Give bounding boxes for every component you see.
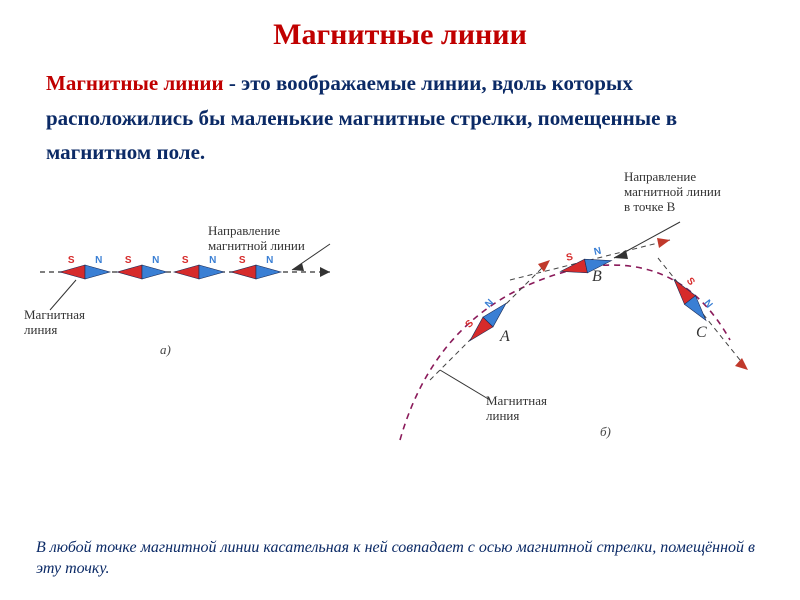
definition-lead: Магнитные линии (46, 71, 224, 95)
needle-a-2: SN (174, 255, 224, 279)
figures-area: SNSNSNSN Направлениемагнитной линии Магн… (0, 170, 800, 460)
svg-text:N: N (483, 297, 496, 310)
page-title: Магнитные линии (0, 0, 800, 52)
svg-text:N: N (266, 255, 273, 266)
needle-a-1: SN (117, 255, 167, 279)
tangent-c-arrowhead (735, 358, 748, 370)
tangent-b-arrowhead (657, 238, 670, 248)
svg-text:S: S (125, 255, 132, 266)
point-b-label: B (592, 268, 602, 286)
svg-text:S: S (239, 255, 246, 266)
label-line-a: Магнитнаялиния (24, 308, 85, 338)
subcaption-b: б) (600, 424, 611, 440)
svg-text:N: N (209, 255, 216, 266)
label-direction-b: Направлениемагнитной линиив точке B (624, 170, 721, 215)
figure-b: SN SN SN Направлениемагнитной линиив точ… (370, 170, 780, 460)
needle-a-3: SN (231, 255, 281, 279)
svg-text:S: S (68, 255, 75, 266)
leader-left (50, 280, 76, 310)
svg-text:S: S (182, 255, 189, 266)
svg-text:S: S (565, 252, 574, 264)
needle-a-0: SN (60, 255, 110, 279)
svg-text:S: S (464, 318, 477, 331)
label-line-b: Магнитнаялиния (486, 394, 547, 424)
leader-right-arrowhead (292, 263, 304, 271)
point-a-label: A (500, 328, 510, 346)
leader-top-b-arrowhead (614, 250, 628, 259)
line-arrowhead-a (320, 267, 330, 277)
svg-text:N: N (593, 246, 602, 258)
figure-a: SNSNSNSN Направлениемагнитной линии Магн… (30, 222, 360, 372)
needle-c: SN (668, 269, 719, 325)
footnote-text: В любой точке магнитной линии касательна… (36, 537, 764, 580)
figure-a-svg: SNSNSNSN (30, 222, 360, 372)
leader-bottom (440, 370, 490, 400)
needle-b: SN (557, 244, 613, 278)
point-c-label: C (696, 324, 707, 342)
svg-text:N: N (152, 255, 159, 266)
definition-paragraph: Магнитные линии - это воображаемые линии… (0, 52, 800, 170)
svg-text:S: S (684, 276, 697, 288)
subcaption-a: а) (160, 342, 171, 358)
label-direction-a: Направлениемагнитной линии (208, 224, 305, 254)
svg-text:N: N (95, 255, 102, 266)
svg-text:N: N (701, 298, 714, 310)
